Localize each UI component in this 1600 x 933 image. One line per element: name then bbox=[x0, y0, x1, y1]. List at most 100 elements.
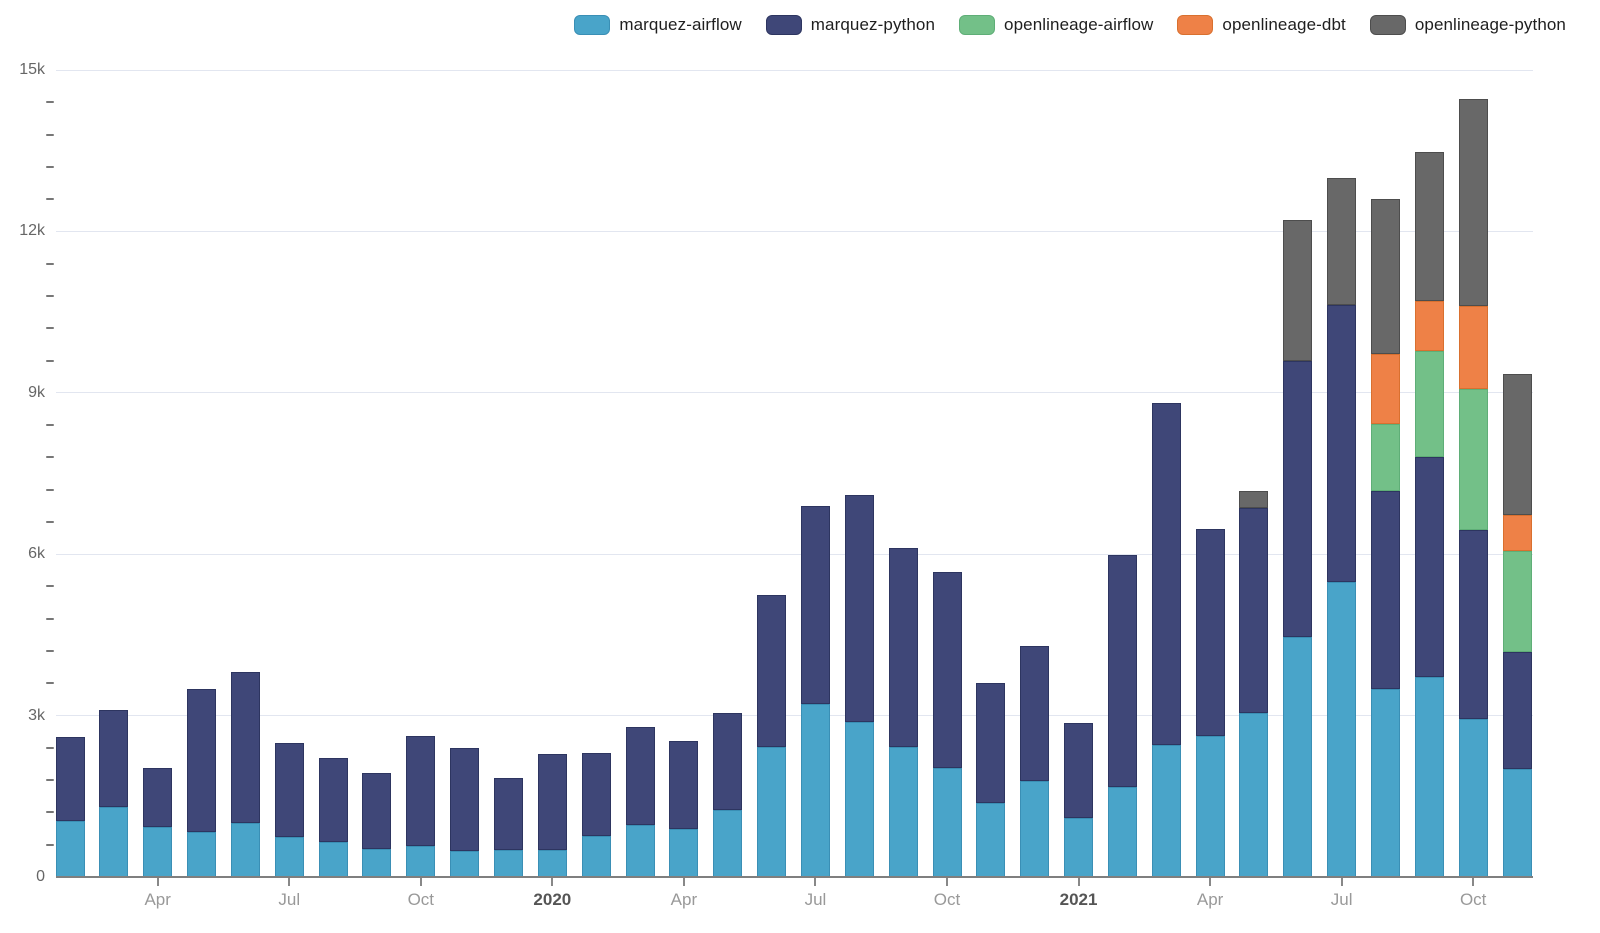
bar-segment-openlineage-python[interactable] bbox=[1327, 177, 1357, 306]
bar-segment-marquez-airflow[interactable] bbox=[800, 703, 830, 877]
bar-segment-marquez-python[interactable] bbox=[450, 747, 480, 852]
bar-segment-marquez-python[interactable] bbox=[362, 773, 392, 849]
bar-segment-marquez-airflow[interactable] bbox=[187, 832, 217, 877]
bar-segment-openlineage-python[interactable] bbox=[1371, 199, 1400, 354]
bar-segment-marquez-airflow[interactable] bbox=[1327, 582, 1357, 877]
legend-item-marquez-python[interactable]: marquez-python bbox=[765, 15, 936, 35]
bar-segment-marquez-airflow[interactable] bbox=[976, 803, 1006, 877]
bar-segment-marquez-airflow[interactable] bbox=[1283, 636, 1313, 877]
bar-2021-06 bbox=[1283, 70, 1313, 877]
legend-item-openlineage-python[interactable]: openlineage-python bbox=[1369, 15, 1566, 35]
bar-segment-marquez-airflow[interactable] bbox=[274, 836, 304, 877]
bar-segment-marquez-python[interactable] bbox=[537, 753, 567, 850]
bar-segment-marquez-airflow[interactable] bbox=[1064, 818, 1094, 877]
bar-segment-marquez-airflow[interactable] bbox=[99, 807, 129, 877]
bar-segment-marquez-airflow[interactable] bbox=[362, 848, 392, 877]
bar-segment-marquez-python[interactable] bbox=[976, 683, 1006, 804]
bar-segment-marquez-airflow[interactable] bbox=[450, 851, 480, 877]
bar-segment-openlineage-python[interactable] bbox=[1239, 490, 1269, 508]
bar-segment-marquez-python[interactable] bbox=[1458, 530, 1488, 719]
bar-segment-marquez-python[interactable] bbox=[800, 505, 830, 704]
bar-segment-marquez-python[interactable] bbox=[1371, 490, 1400, 690]
bar-segment-marquez-python[interactable] bbox=[713, 713, 743, 811]
bar-segment-marquez-airflow[interactable] bbox=[55, 820, 85, 877]
bar-segment-marquez-python[interactable] bbox=[1195, 528, 1225, 736]
x-axis-label: Oct bbox=[1459, 890, 1487, 909]
bar-segment-marquez-python[interactable] bbox=[757, 594, 787, 747]
bar-segment-marquez-airflow[interactable] bbox=[844, 721, 874, 877]
bar-2020-07 bbox=[800, 70, 830, 877]
bar-segment-marquez-python[interactable] bbox=[1239, 507, 1269, 713]
bar-segment-marquez-python[interactable] bbox=[99, 709, 129, 808]
bar-segment-marquez-python[interactable] bbox=[844, 494, 874, 722]
y-gridline bbox=[56, 69, 1533, 71]
bar-segment-marquez-python[interactable] bbox=[187, 689, 217, 833]
bar-segment-marquez-python[interactable] bbox=[1107, 554, 1137, 787]
bar-segment-openlineage-dbt[interactable] bbox=[1414, 301, 1444, 352]
bar-segment-openlineage-airflow[interactable] bbox=[1371, 424, 1400, 491]
bar-segment-marquez-airflow[interactable] bbox=[318, 841, 348, 877]
legend-label: openlineage-airflow bbox=[1004, 15, 1154, 34]
bar-segment-openlineage-dbt[interactable] bbox=[1371, 353, 1400, 425]
bar-segment-openlineage-airflow[interactable] bbox=[1414, 351, 1444, 458]
bar-segment-marquez-python[interactable] bbox=[274, 742, 304, 837]
bar-2020-01 bbox=[537, 70, 567, 877]
bar-segment-openlineage-python[interactable] bbox=[1283, 220, 1313, 361]
bar-segment-marquez-python[interactable] bbox=[581, 753, 611, 836]
bar-segment-openlineage-python[interactable] bbox=[1502, 373, 1532, 515]
bar-segment-marquez-python[interactable] bbox=[1283, 360, 1313, 637]
bar-segment-marquez-airflow[interactable] bbox=[1458, 718, 1488, 877]
bar-segment-marquez-airflow[interactable] bbox=[1195, 735, 1225, 877]
bar-segment-marquez-airflow[interactable] bbox=[1020, 781, 1050, 877]
y-minor-tick bbox=[46, 682, 54, 685]
bar-segment-marquez-python[interactable] bbox=[1414, 457, 1444, 678]
bar-segment-marquez-airflow[interactable] bbox=[625, 824, 655, 877]
bar-segment-marquez-airflow[interactable] bbox=[1239, 712, 1269, 877]
bar-segment-marquez-python[interactable] bbox=[494, 778, 523, 850]
bar-segment-openlineage-airflow[interactable] bbox=[1458, 388, 1488, 530]
bar-segment-marquez-airflow[interactable] bbox=[669, 828, 699, 877]
bar-segment-openlineage-python[interactable] bbox=[1458, 99, 1488, 306]
legend-item-openlineage-airflow[interactable]: openlineage-airflow bbox=[959, 15, 1153, 35]
bar-segment-openlineage-dbt[interactable] bbox=[1502, 514, 1532, 552]
y-minor-tick bbox=[46, 327, 54, 330]
bar-segment-marquez-airflow[interactable] bbox=[406, 845, 436, 877]
bar-segment-marquez-airflow[interactable] bbox=[1414, 677, 1444, 877]
bar-segment-marquez-python[interactable] bbox=[1064, 722, 1094, 819]
legend-item-openlineage-dbt[interactable]: openlineage-dbt bbox=[1177, 15, 1346, 35]
bar-segment-marquez-python[interactable] bbox=[1502, 652, 1532, 770]
x-axis-label: Oct bbox=[407, 890, 435, 909]
bar-segment-marquez-airflow[interactable] bbox=[757, 746, 787, 877]
legend-label: marquez-python bbox=[810, 15, 936, 34]
bar-segment-openlineage-dbt[interactable] bbox=[1458, 305, 1488, 389]
y-minor-tick bbox=[46, 520, 54, 523]
bar-segment-marquez-airflow[interactable] bbox=[1151, 744, 1181, 877]
bar-segment-marquez-python[interactable] bbox=[1020, 645, 1050, 782]
bar-segment-marquez-python[interactable] bbox=[143, 768, 173, 828]
bar-segment-marquez-python[interactable] bbox=[1151, 402, 1181, 745]
bar-segment-marquez-airflow[interactable] bbox=[230, 822, 260, 877]
bar-segment-marquez-python[interactable] bbox=[669, 740, 699, 829]
bar-segment-marquez-airflow[interactable] bbox=[537, 849, 567, 877]
bar-segment-marquez-airflow[interactable] bbox=[1502, 769, 1532, 877]
bar-segment-marquez-airflow[interactable] bbox=[888, 746, 918, 877]
legend-item-marquez-airflow[interactable]: marquez-airflow bbox=[574, 15, 742, 35]
bar-segment-marquez-python[interactable] bbox=[932, 572, 962, 769]
bar-segment-openlineage-python[interactable] bbox=[1414, 151, 1444, 302]
bar-segment-marquez-python[interactable] bbox=[1327, 305, 1357, 583]
bar-segment-marquez-airflow[interactable] bbox=[713, 810, 743, 877]
bar-segment-marquez-python[interactable] bbox=[230, 672, 260, 823]
bar-segment-marquez-airflow[interactable] bbox=[494, 849, 523, 877]
bar-2021-08 bbox=[1371, 70, 1400, 877]
bar-segment-marquez-python[interactable] bbox=[318, 758, 348, 842]
bar-segment-marquez-python[interactable] bbox=[406, 735, 436, 846]
bar-segment-marquez-airflow[interactable] bbox=[581, 835, 611, 877]
bar-segment-marquez-python[interactable] bbox=[625, 726, 655, 825]
bar-segment-marquez-python[interactable] bbox=[888, 548, 918, 747]
bar-segment-marquez-airflow[interactable] bbox=[1371, 689, 1400, 877]
bar-segment-marquez-python[interactable] bbox=[55, 736, 85, 821]
bar-segment-marquez-airflow[interactable] bbox=[1107, 786, 1137, 877]
bar-segment-marquez-airflow[interactable] bbox=[143, 827, 173, 877]
bar-segment-openlineage-airflow[interactable] bbox=[1502, 551, 1532, 653]
bar-segment-marquez-airflow[interactable] bbox=[932, 768, 962, 877]
